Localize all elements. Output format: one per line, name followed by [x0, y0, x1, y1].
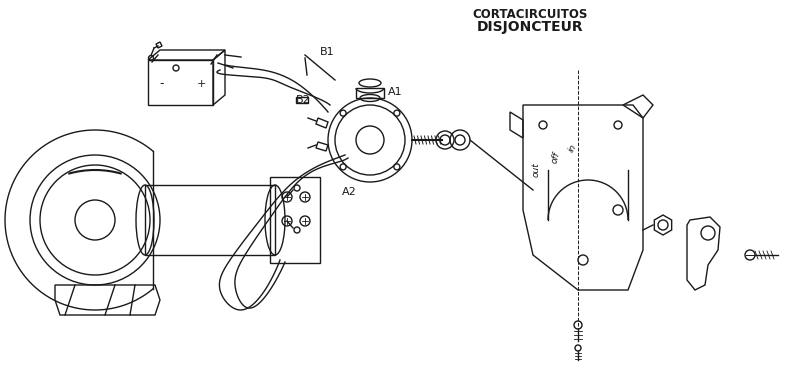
- Text: DISJONCTEUR: DISJONCTEUR: [477, 20, 583, 34]
- Text: CORTACIRCUITOS: CORTACIRCUITOS: [472, 8, 588, 21]
- Text: in: in: [567, 142, 579, 154]
- Text: A2: A2: [342, 187, 357, 197]
- Text: B2: B2: [296, 95, 310, 105]
- Text: -: -: [160, 77, 164, 91]
- Text: off: off: [550, 151, 562, 165]
- Text: A1: A1: [388, 87, 402, 97]
- Text: B1: B1: [320, 47, 334, 57]
- Text: +: +: [196, 79, 206, 89]
- Text: out: out: [531, 163, 541, 177]
